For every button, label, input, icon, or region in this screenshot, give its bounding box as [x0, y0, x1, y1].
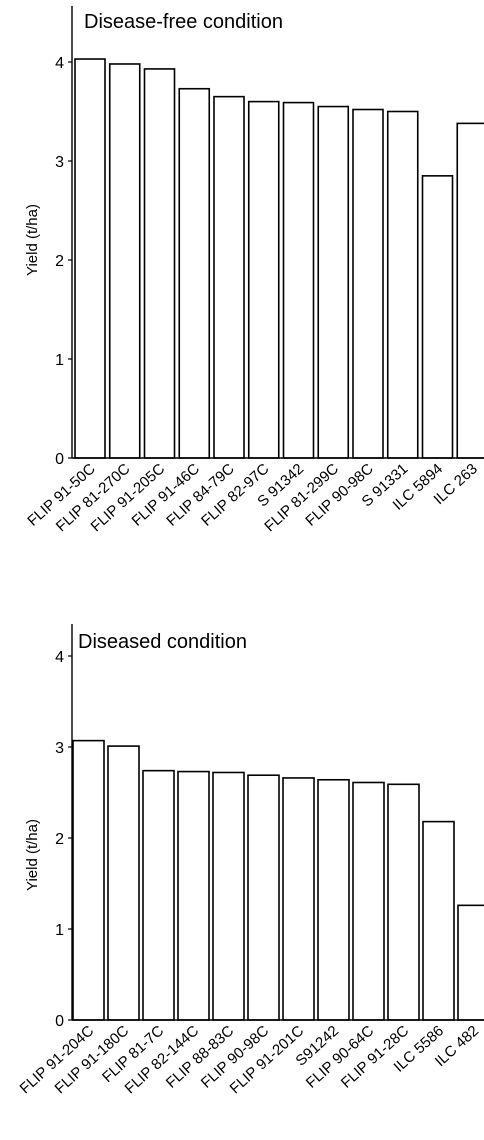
y-tick-label: 3	[55, 154, 64, 171]
bar	[247, 100, 280, 459]
bar	[177, 770, 210, 1021]
y-tick-label: 1	[55, 922, 64, 939]
bar	[352, 781, 385, 1021]
bar	[352, 108, 384, 459]
bar	[108, 63, 141, 459]
bar	[178, 87, 211, 459]
bar	[387, 783, 420, 1021]
bar	[212, 771, 245, 1021]
bar	[282, 101, 315, 459]
y-tick-label: 4	[55, 649, 64, 666]
bar	[457, 904, 484, 1021]
bar	[317, 105, 350, 459]
panel-title: Diseased condition	[78, 631, 247, 653]
bar	[143, 68, 176, 459]
panel-diseased: Diseased condition Yield (t/ha) 01234FLI…	[17, 624, 484, 1097]
bar	[456, 122, 484, 459]
bar	[247, 774, 280, 1021]
bar	[421, 175, 454, 459]
bar	[72, 739, 105, 1021]
panel-title: Disease-free condition	[84, 11, 283, 33]
bar	[317, 778, 350, 1021]
y-tick-label: 2	[55, 831, 64, 848]
bar	[422, 820, 455, 1021]
y-tick-label: 2	[55, 253, 64, 270]
panel-disease-free: Disease-free condition Yield (t/ha) 0 1 2 3…	[24, 6, 484, 535]
y-tick-label: 3	[55, 740, 64, 757]
y-axis-label: Yield (t/ha)	[24, 819, 41, 891]
bar	[282, 777, 315, 1021]
y-tick-label: 0	[55, 451, 64, 468]
bar	[74, 58, 106, 459]
bar	[142, 769, 175, 1021]
bar	[107, 745, 140, 1021]
y-axis-label: Yield (t/ha)	[24, 204, 41, 276]
bar	[386, 110, 419, 459]
y-tick-label: 0	[55, 1013, 64, 1030]
y-tick-label: 4	[55, 55, 64, 72]
bar	[213, 95, 245, 459]
y-tick-label: 1	[55, 352, 64, 369]
